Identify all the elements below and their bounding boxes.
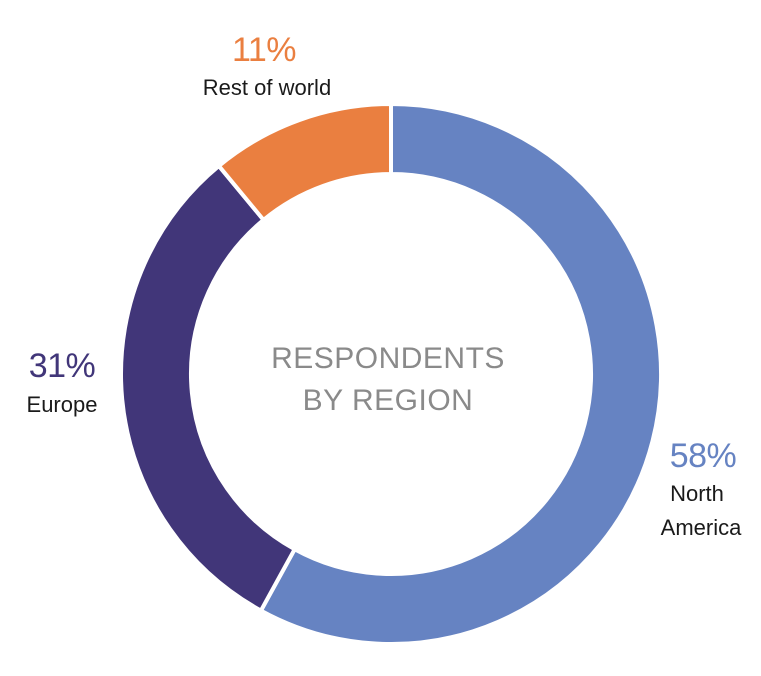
donut-slice-rest-of-world [216,101,393,223]
slice-category-label-north-america-line-1: North [670,481,724,506]
slice-value-label-north-america: 58% [670,437,737,475]
slice-category-label-europe: Europe [27,392,98,417]
center-title-line-2: BY REGION [303,384,474,417]
donut-slice-europe [119,163,298,614]
center-title-line-1: RESPONDENTS [271,342,505,375]
slice-category-label-north-america-line-2: America [661,515,742,540]
donut-slice-north-america [258,101,663,646]
slice-value-label-europe: 31% [29,347,96,385]
donut-slices [119,101,663,646]
slice-value-label-rest-of-world: 11% [232,31,296,69]
slice-category-label-rest-of-world: Rest of world [203,75,331,100]
